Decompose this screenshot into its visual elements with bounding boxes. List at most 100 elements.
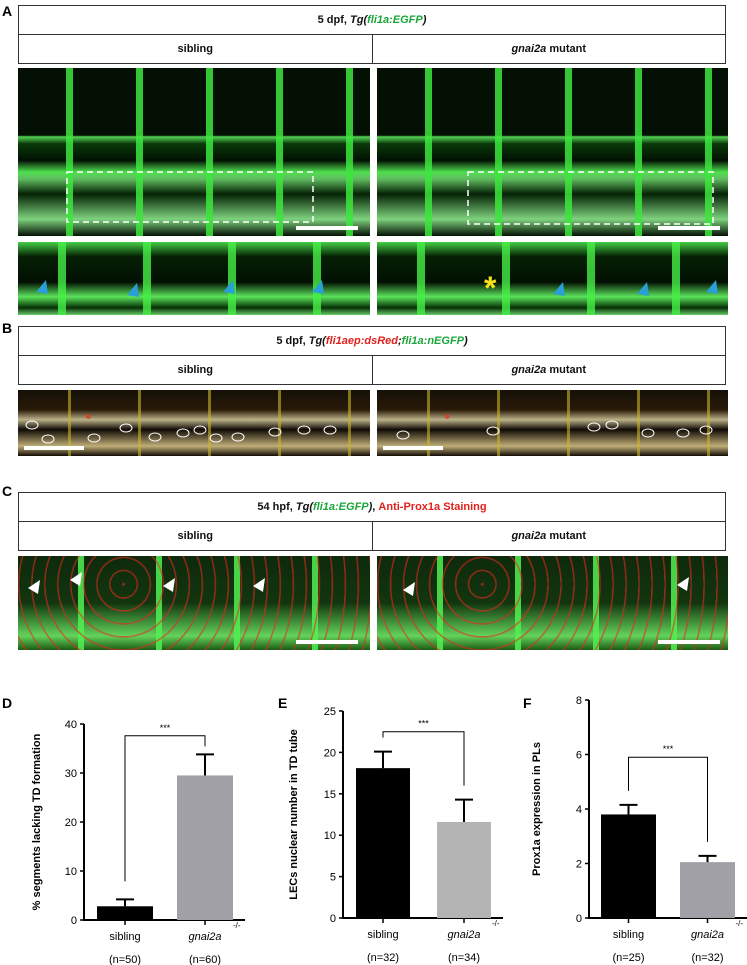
image-b-mutant (377, 390, 728, 456)
sample-size-label: (n=32) (691, 952, 723, 964)
arrowhead-icon (677, 577, 689, 591)
significance-label: *** (160, 723, 171, 733)
significance-bracket (124, 735, 206, 882)
panel-label-a: A (2, 3, 13, 19)
asterisk-annotation: * (484, 270, 497, 306)
mutant-suffix: mutant (546, 43, 587, 55)
y-axis-label: % segments lacking TD formation (31, 733, 43, 910)
image-a-sibling-zoom (18, 242, 370, 315)
title-stain: Anti-Prox1a Staining (378, 501, 487, 513)
y-tick-label: 20 (65, 817, 77, 829)
col-sibling: sibling (177, 43, 213, 55)
arrowhead-icon (553, 282, 565, 296)
panel-label-e: E (278, 695, 288, 711)
col-mutant: gnai2a mutant (371, 35, 726, 63)
title-prefix: 54 hpf, (257, 501, 293, 513)
y-tick-label: 0 (71, 915, 77, 927)
y-tick-label: 10 (324, 830, 336, 842)
arrowhead-icon (223, 280, 235, 294)
bar-mutant (437, 821, 491, 918)
arrowhead-icon (637, 282, 649, 296)
y-tick-label: 15 (324, 789, 336, 801)
panel-b-title: 5 dpf, Tg(fli1aep:dsRed; fli1a:nEGFP) (19, 327, 725, 356)
panel-a-header: 5 dpf, Tg(fli1a:EGFP) sibling gnai2a muta… (18, 5, 726, 64)
sample-size-label: (n=32) (367, 952, 399, 964)
y-axis-label: LECs nuclear number in TD tube (288, 729, 300, 900)
title-prefix: 5 dpf, (317, 14, 347, 26)
bar-sibling (601, 814, 656, 918)
scale-bar (24, 446, 84, 450)
y-tick-label: 30 (65, 768, 77, 780)
y-tick-label: 0 (330, 913, 336, 925)
title-construct-red: fli1aep:dsRed (325, 335, 398, 347)
sample-size-label: (n=50) (109, 954, 141, 965)
y-tick-label: 10 (65, 866, 77, 878)
arrowhead-icon (36, 280, 48, 294)
y-axis-label: Prox1a expression in PLs (531, 742, 543, 876)
bar-sibling (97, 906, 153, 920)
title-close: ) (422, 14, 427, 26)
y-tick-label: 40 (65, 719, 77, 731)
bar-mutant (680, 862, 735, 918)
panel-label-b: B (2, 320, 13, 336)
panel-a-title: 5 dpf, Tg(fli1a:EGFP) (19, 6, 725, 35)
y-tick-label: 2 (576, 859, 582, 871)
gene-name: gnai2a (511, 364, 547, 376)
white-arrowheads (28, 572, 689, 596)
arrowhead-icon (403, 582, 415, 596)
bar-sibling (356, 768, 410, 918)
col-sibling: sibling (177, 364, 213, 376)
y-tick-label: 6 (576, 750, 582, 762)
col-mutant: gnai2a mutant (371, 356, 726, 384)
y-tick-label: 20 (324, 747, 336, 759)
zoom-region-box (467, 171, 714, 225)
gene-name: gnai2a (511, 530, 547, 542)
significance-bracket (382, 731, 465, 786)
image-c-sibling (18, 556, 370, 650)
mutant-suffix: mutant (546, 364, 587, 376)
arrowhead-icon (70, 572, 82, 586)
arrowhead-icon (163, 578, 175, 592)
zoom-region-box (66, 171, 314, 223)
image-b-sibling (18, 390, 370, 456)
y-tick-label: 0 (576, 913, 582, 925)
panel-c-header: 54 hpf, Tg(fli1a:EGFP), Anti-Prox1a Stai… (18, 492, 726, 551)
arrowhead-icon (253, 578, 265, 592)
title-close: ) (464, 335, 468, 347)
title-prefix: 5 dpf, (276, 335, 306, 347)
arrowhead-icon (312, 280, 324, 294)
arrowhead-icon (28, 580, 40, 594)
title-comma: , (372, 501, 379, 513)
bar-mutant (177, 775, 233, 920)
x-tick-label: sibling (367, 929, 398, 941)
significance-label: *** (663, 744, 674, 754)
chart-e: 0 5 10 15 20 25 LECs nuclear number in TD tube… (288, 706, 503, 964)
image-a-mutant (377, 68, 728, 236)
scale-bar (658, 226, 720, 230)
arrowhead-icon (706, 280, 718, 294)
scale-bar (296, 226, 358, 230)
blue-arrowheads (36, 280, 718, 297)
sample-size-label: (n=34) (448, 952, 480, 964)
panel-c-title: 54 hpf, Tg(fli1a:EGFP), Anti-Prox1a Stai… (19, 493, 725, 522)
significance-label: *** (418, 719, 429, 729)
title-construct: fli1a:EGFP (313, 501, 369, 513)
superscript-label: -/- (736, 919, 744, 928)
title-tg: Tg( (350, 14, 368, 26)
panel-label-c: C (2, 483, 13, 499)
image-a-sibling (18, 68, 370, 236)
sample-size-label: (n=60) (189, 954, 221, 965)
sample-size-label: (n=25) (612, 952, 644, 964)
image-c-mutant (377, 556, 728, 650)
superscript-label: -/- (233, 921, 241, 930)
panel-b-header: 5 dpf, Tg(fli1aep:dsRed; fli1a:nEGFP) sib… (18, 326, 726, 385)
title-tg: Tg( (308, 335, 326, 347)
y-tick-label: 4 (576, 804, 582, 816)
y-tick-label: 25 (324, 706, 336, 718)
scale-bar (296, 640, 358, 644)
panel-label-d: D (2, 695, 13, 711)
chart-f: 0 2 4 6 8 Prox1a expression in PLs sibling (n=2… (531, 695, 747, 964)
